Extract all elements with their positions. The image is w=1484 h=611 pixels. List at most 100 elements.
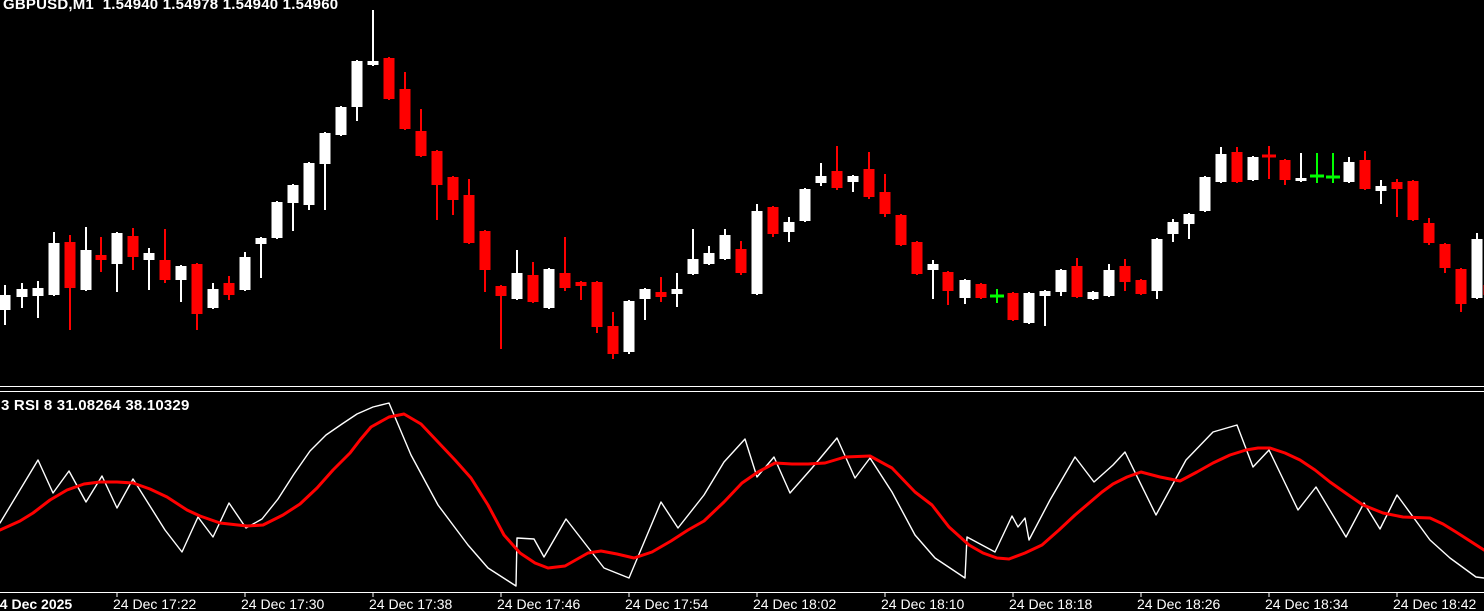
doji-cross-marker (1310, 174, 1324, 178)
candle-body (1183, 214, 1195, 224)
rsi-line-rsi (0, 402, 1484, 587)
candle-body (1119, 266, 1131, 282)
candle-body (1279, 160, 1291, 180)
candle-body (16, 289, 28, 297)
candle-body (1343, 162, 1355, 182)
axis-label: 24 Dec 18:26 (1137, 596, 1220, 611)
candle-body (399, 89, 411, 129)
candle-body (831, 171, 843, 188)
candle-body (1455, 269, 1467, 304)
candle-body (335, 107, 347, 135)
candle-body (1007, 293, 1019, 320)
candle-body (191, 264, 203, 314)
candle-body (1135, 280, 1147, 294)
candle-body (1375, 186, 1387, 191)
candle-body (351, 61, 363, 107)
candle-body (48, 243, 60, 295)
candle-body (1231, 152, 1243, 182)
axis-label: 24 Dec 18:18 (1009, 596, 1092, 611)
candle-body (1215, 154, 1227, 182)
doji-cross-marker (1326, 175, 1340, 179)
candle-body (623, 301, 635, 352)
axis-label: 24 Dec 17:54 (625, 596, 708, 611)
candle-body (591, 282, 603, 327)
candle-body (719, 235, 731, 259)
candle-body (1039, 291, 1051, 296)
candle-body (1407, 181, 1419, 220)
candle-body (1199, 177, 1211, 211)
candle-body (959, 280, 971, 298)
candle-body (1103, 270, 1115, 296)
rsi-line-rsi-smoothed (0, 412, 1484, 570)
candle-body (175, 266, 187, 280)
axis-label: 24 Dec 18:10 (881, 596, 964, 611)
candle-body (1055, 270, 1067, 292)
candle-body (207, 289, 219, 308)
candle-body (575, 282, 587, 286)
candle-body (223, 283, 235, 295)
indicator-label: 3 RSI 8 31.08264 38.10329 (1, 397, 190, 414)
candle-body (415, 131, 427, 156)
candle-body (1295, 178, 1307, 181)
candle-body (95, 255, 107, 260)
time-axis: 24 Dec 2025 24 Dec 17:22 24 Dec 17:30 24 De… (0, 592, 1484, 611)
candle-body (927, 264, 939, 270)
candle-body (287, 185, 299, 203)
candle-body (783, 222, 795, 232)
candle-body (607, 326, 619, 354)
candle-body (1151, 239, 1163, 291)
candle-body (815, 176, 827, 183)
candle-body (431, 151, 443, 185)
axis-label: 24 Dec 18:42 (1393, 596, 1476, 611)
candle-body (1087, 292, 1099, 299)
candle-body (847, 176, 859, 182)
candle-body (319, 133, 331, 164)
candle-body (687, 259, 699, 274)
candle-body (879, 192, 891, 214)
candle-body (447, 177, 459, 200)
candle-body (255, 238, 267, 244)
candle-body (1423, 223, 1435, 243)
candle-body (32, 288, 44, 296)
candle-body (799, 189, 811, 221)
candle-body (543, 269, 555, 308)
candle-body (1071, 266, 1083, 297)
candle-body (367, 61, 379, 65)
doji-cross-marker (990, 294, 1004, 298)
axis-label: 24 Dec 2025 (0, 596, 72, 611)
candle-body (111, 233, 123, 264)
candle-body (495, 286, 507, 296)
candle-body (671, 289, 683, 294)
candle-body (735, 249, 747, 273)
rsi-indicator-lines (0, 402, 1484, 587)
candle-body (559, 273, 571, 288)
symbol-ohlc-title: GBPUSD,M1 1.54940 1.54978 1.54940 1.5496… (3, 0, 339, 13)
panel-separator[interactable] (0, 386, 1484, 392)
axis-label: 24 Dec 17:22 (113, 596, 196, 611)
candle-body (479, 231, 491, 270)
candle-body (143, 253, 155, 260)
axis-label: 24 Dec 18:34 (1265, 596, 1348, 611)
candle-body (511, 273, 523, 299)
candle-body (895, 215, 907, 245)
candle-body (383, 58, 395, 99)
candle-body (527, 275, 539, 302)
candle-body (239, 257, 251, 290)
candle-body (655, 292, 667, 297)
candle-body (1247, 157, 1259, 180)
candle-body (942, 272, 954, 291)
axis-label: 24 Dec 18:02 (753, 596, 836, 611)
candle-body (80, 250, 92, 290)
doji-cross-marker (1262, 154, 1276, 158)
candle-body (767, 207, 779, 234)
axis-label: 24 Dec 17:46 (497, 596, 580, 611)
candle-body (159, 260, 171, 280)
candle-body (1391, 182, 1403, 189)
candle-body (463, 195, 475, 243)
candle-body (911, 242, 923, 274)
candle-body (1359, 160, 1371, 189)
candlestick-series (0, 10, 1484, 359)
axis-label: 24 Dec 17:38 (369, 596, 452, 611)
